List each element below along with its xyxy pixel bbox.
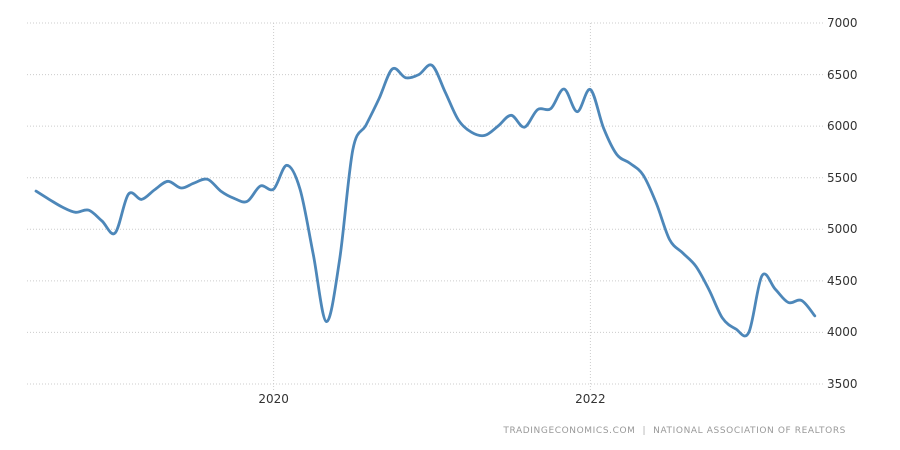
line-series xyxy=(34,63,817,338)
gridlines xyxy=(27,22,824,390)
y-axis-tick-label: 3500 xyxy=(827,377,858,391)
x-axis-tick-label: 2022 xyxy=(575,392,606,406)
x-axis-tick-label: 2020 xyxy=(258,392,289,406)
y-axis-tick-label: 4000 xyxy=(827,325,858,340)
attribution-separator: | xyxy=(642,426,647,436)
y-axis-tick-label: 4500 xyxy=(827,273,858,288)
y-axis-tick-label: 5000 xyxy=(827,222,858,237)
y-axis-tick-label: 6000 xyxy=(827,119,858,134)
attribution: TRADINGECONOMICS.COM | NATIONAL ASSOCIATIO… xyxy=(503,426,846,437)
y-axis-tick-label: 5500 xyxy=(827,170,858,185)
y-axis-tick-label: 6500 xyxy=(827,67,858,82)
attribution-provider: TRADINGECONOMICS.COM xyxy=(503,426,636,436)
attribution-source: NATIONAL ASSOCIATION OF REALTORS xyxy=(653,426,846,436)
y-axis-tick-label: 7000 xyxy=(827,16,858,30)
